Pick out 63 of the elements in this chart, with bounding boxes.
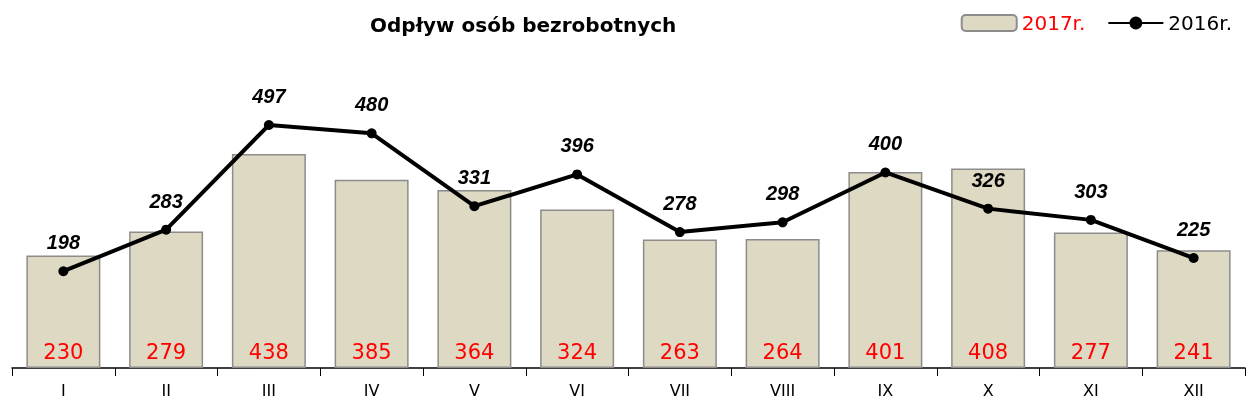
bar <box>642 239 717 368</box>
data-label: 497 <box>251 85 287 108</box>
data-label: 324 <box>557 339 598 364</box>
data-label: 401 <box>865 339 906 364</box>
data-label: 263 <box>659 339 700 364</box>
bar <box>129 231 204 368</box>
data-label: 264 <box>762 339 803 364</box>
point <box>880 167 891 178</box>
data-label: 364 <box>454 339 495 364</box>
data-label: 480 <box>353 93 389 116</box>
data-label: 298 <box>764 182 801 205</box>
data-label: 303 <box>1074 179 1108 202</box>
bar <box>26 255 101 368</box>
data-label: 408 <box>968 339 1009 364</box>
x-tick-label: VII <box>669 380 691 400</box>
chart-title: Odpływ osób bezrobotnych <box>370 13 677 37</box>
point <box>366 128 377 139</box>
x-tick-label: IX <box>877 380 894 400</box>
x-tick-label: II <box>161 380 171 400</box>
point <box>777 217 788 228</box>
point <box>58 266 69 277</box>
data-label: 396 <box>560 134 595 157</box>
point <box>572 169 583 180</box>
data-label: 438 <box>248 339 289 364</box>
point <box>469 201 480 212</box>
bar <box>1053 232 1128 368</box>
point <box>1188 253 1199 263</box>
x-tick-label: I <box>61 380 66 400</box>
bar <box>231 153 306 368</box>
x-tick-label: VI <box>569 380 585 400</box>
x-tick-label: XI <box>1083 380 1099 400</box>
x-tick-label: XII <box>1183 380 1204 400</box>
point <box>263 120 274 131</box>
point <box>1085 214 1096 225</box>
x-tick-label: IV <box>363 380 380 400</box>
legend-label: 2016r. <box>1168 11 1233 35</box>
data-label: 331 <box>457 166 492 189</box>
data-label: 225 <box>1175 218 1212 241</box>
legend-label: 2017r. <box>1021 11 1086 35</box>
data-label: 241 <box>1173 339 1214 364</box>
point <box>674 227 685 238</box>
data-label: 400 <box>867 132 903 155</box>
bar <box>951 168 1026 368</box>
data-label: 277 <box>1070 339 1111 364</box>
data-label: 278 <box>662 192 698 215</box>
x-tick-label: VIII <box>770 380 796 400</box>
point <box>161 224 172 235</box>
bar <box>540 209 615 368</box>
bar <box>848 171 923 368</box>
data-label: 198 <box>46 231 81 254</box>
bar <box>334 179 409 368</box>
x-tick-label: III <box>261 380 276 400</box>
point <box>983 203 994 214</box>
x-tick-label: X <box>982 380 994 400</box>
bar <box>1156 250 1231 368</box>
bar <box>745 238 820 368</box>
bar <box>437 190 512 368</box>
data-label: 385 <box>351 339 392 364</box>
data-label: 279 <box>146 339 187 364</box>
x-tick-label: V <box>468 380 480 400</box>
data-label: 326 <box>971 168 1006 191</box>
data-label: 283 <box>148 189 183 212</box>
data-label: 230 <box>43 339 84 364</box>
